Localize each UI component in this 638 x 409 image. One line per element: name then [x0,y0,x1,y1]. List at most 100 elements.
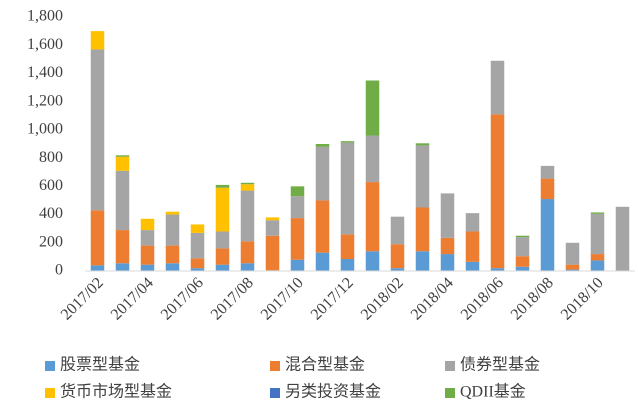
bar-segment [390,268,405,271]
bar-segment [90,265,105,271]
bar-segment [90,210,105,266]
bar-segment [590,213,605,255]
bar-segment [565,269,580,271]
bar-segment [565,242,580,265]
bar-segment [240,263,255,271]
x-tick-label: 2017/12 [308,274,357,323]
bar-segment [440,193,455,238]
x-tick-label: 2017/10 [258,274,307,323]
bar-segment [215,187,230,232]
y-tick-label: 0 [55,262,63,279]
bar-segment [90,49,105,211]
bar-segment [515,235,530,238]
bar-segment [390,216,405,245]
bar-segment [365,182,380,252]
legend-label: 股票型基金 [60,356,140,374]
legend-label: 货币市场型基金 [60,383,172,401]
bar-segment [240,241,255,264]
legend-label: 另类投资基金 [285,383,381,401]
bar-segment [540,199,555,271]
x-tick-label: 2018/08 [508,274,557,323]
bar-segment [340,259,355,271]
legend-swatch [445,388,455,398]
bar-segment [440,237,455,255]
legend-swatch [445,361,455,371]
bar-segment [515,266,530,271]
bar-segment [390,244,405,269]
bar-segment [190,258,205,269]
bar-segment [165,263,180,271]
bar-segment [140,218,155,231]
bar-segment [115,230,130,264]
y-tick-label: 1,400 [27,64,63,81]
bar-segment [365,80,380,136]
legend-swatch [45,361,55,371]
bar-segment [415,207,430,252]
bar-segment [540,165,555,179]
bar-segment [415,251,430,271]
bar-segment [115,263,130,271]
bar-segment [490,114,505,269]
bar-segment [440,254,455,271]
bar-segment [140,264,155,271]
bar-segment [465,261,480,271]
bar-segment [215,231,230,249]
x-tick-label: 2018/04 [408,274,457,323]
bar-segment [290,196,305,219]
bar-segment [465,231,480,262]
bar-segment [265,235,280,271]
bar-segment [615,206,630,271]
y-tick-label: 200 [39,233,63,250]
y-tick-label: 1,600 [27,36,63,53]
legend-swatch [270,388,280,398]
bar-segment [215,248,230,265]
bar-segment [115,156,130,171]
x-tick-label: 2018/02 [358,274,407,323]
bar-segment [365,251,380,271]
bar-segment [190,232,205,259]
bar-segment [415,143,430,146]
bar-segment [165,214,180,246]
bar-segment [540,178,555,200]
bar-segment [590,212,605,214]
x-tick-label: 2017/04 [108,274,157,323]
bar-segment [240,184,255,191]
bar-segment [240,182,255,185]
bar-segment [340,141,355,143]
bar-segment [465,213,480,232]
y-tick-label: 1,000 [27,121,63,138]
bar-segment [165,245,180,264]
legend-label: 混合型基金 [285,356,365,374]
x-tick-label: 2017/08 [208,274,257,323]
y-tick-label: 400 [39,205,63,222]
bar-segment [215,264,230,271]
bar-segment [315,144,330,147]
bar-segment [290,259,305,271]
bar-segment [590,254,605,261]
bar-segment [140,230,155,246]
bar-segment [315,200,330,253]
bar-segment [340,234,355,260]
bar-segment [215,184,230,188]
bar-segment [165,211,180,215]
bar-segment [115,170,130,231]
legend-label: QDII基金 [460,383,526,401]
bar-segment [590,260,605,271]
bar-segment [340,142,355,235]
legend-swatch [270,361,280,371]
bar-segment [90,31,105,50]
bar-segment [265,220,280,236]
bar-segment [190,224,205,233]
y-tick-label: 800 [39,149,63,166]
legend-swatch [45,388,55,398]
bar-segment [315,146,330,201]
bar-segment [115,155,130,157]
x-tick-label: 2017/02 [58,274,107,323]
x-tick-label: 2018/10 [558,274,607,323]
y-tick-label: 1,800 [27,8,63,25]
bar-segment [490,60,505,115]
bar-segment [315,252,330,271]
bar-segment [490,268,505,271]
bar-segment [415,145,430,208]
